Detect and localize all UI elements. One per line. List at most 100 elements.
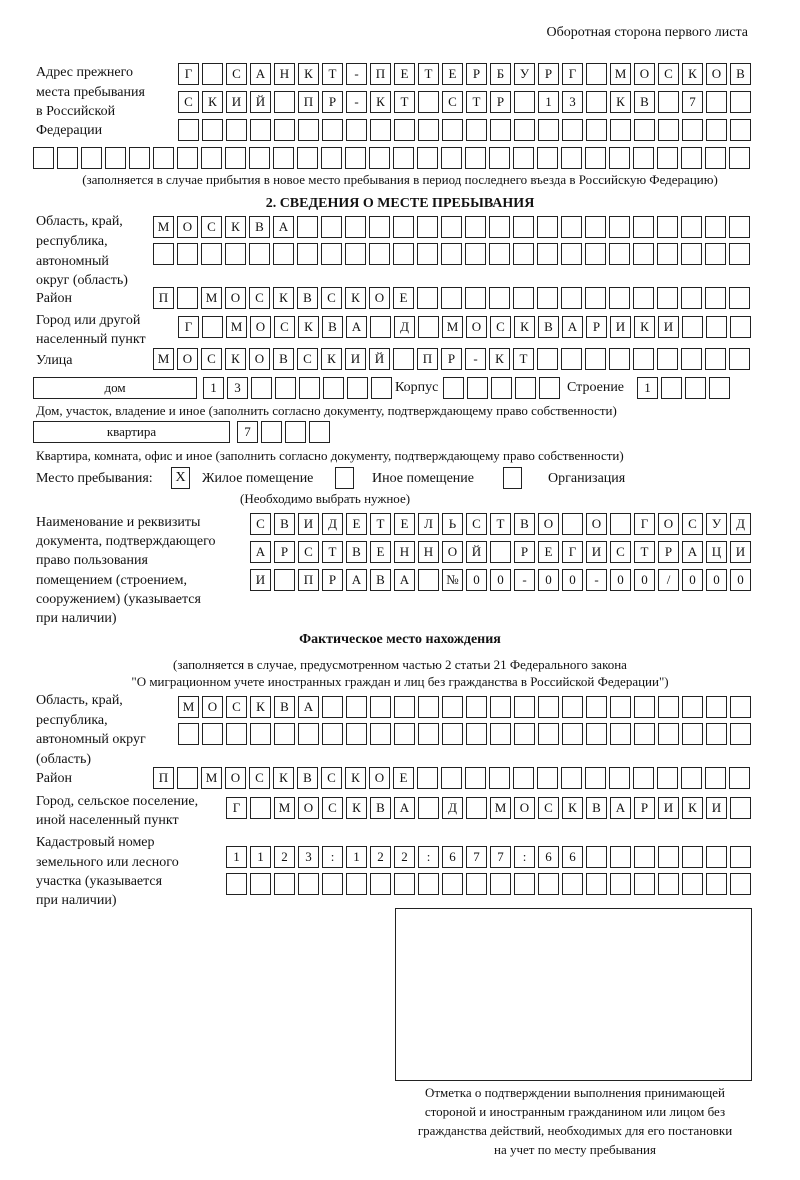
char-cell[interactable] [201, 243, 222, 265]
char-cell[interactable] [177, 147, 198, 169]
char-cell[interactable] [370, 723, 391, 745]
char-cell[interactable] [441, 216, 462, 238]
char-cell[interactable] [202, 316, 223, 338]
char-cell[interactable]: Т [634, 541, 655, 563]
char-cell[interactable]: П [370, 63, 391, 85]
char-cell[interactable]: / [658, 569, 679, 591]
char-cell[interactable]: И [345, 348, 366, 370]
char-cell[interactable]: К [298, 63, 319, 85]
char-cell[interactable] [418, 316, 439, 338]
char-cell[interactable] [634, 696, 655, 718]
char-cell[interactable] [586, 119, 607, 141]
char-cell[interactable]: М [274, 797, 295, 819]
char-cell[interactable]: О [177, 216, 198, 238]
char-cell[interactable]: А [298, 696, 319, 718]
char-cell[interactable] [465, 287, 486, 309]
char-cell[interactable]: - [346, 63, 367, 85]
char-cell[interactable]: : [514, 846, 535, 868]
char-cell[interactable] [610, 873, 631, 895]
char-cell[interactable] [393, 147, 414, 169]
char-cell[interactable]: О [658, 513, 679, 535]
apartment-type-field[interactable]: квартира [33, 421, 230, 443]
char-cell[interactable]: Т [513, 348, 534, 370]
char-cell[interactable]: К [250, 696, 271, 718]
char-cell[interactable] [658, 873, 679, 895]
char-cell[interactable] [417, 287, 438, 309]
char-cell[interactable]: К [634, 316, 655, 338]
char-cell[interactable] [466, 696, 487, 718]
char-cell[interactable]: К [273, 767, 294, 789]
char-cell[interactable] [394, 723, 415, 745]
char-cell[interactable]: О [202, 696, 223, 718]
char-cell[interactable] [418, 696, 439, 718]
char-cell[interactable] [705, 216, 726, 238]
char-cell[interactable]: С [201, 216, 222, 238]
char-cell[interactable] [441, 767, 462, 789]
char-cell[interactable]: - [346, 91, 367, 113]
char-cell[interactable] [274, 873, 295, 895]
char-cell[interactable]: С [538, 797, 559, 819]
char-cell[interactable] [562, 513, 583, 535]
char-cell[interactable] [729, 243, 750, 265]
char-cell[interactable] [729, 287, 750, 309]
char-cell[interactable] [681, 767, 702, 789]
char-cell[interactable]: О [466, 316, 487, 338]
char-cell[interactable]: : [322, 846, 343, 868]
char-cell[interactable] [393, 348, 414, 370]
char-cell[interactable]: К [321, 348, 342, 370]
char-cell[interactable] [153, 147, 174, 169]
char-cell[interactable] [661, 377, 682, 399]
char-cell[interactable]: А [562, 316, 583, 338]
char-cell[interactable]: Т [322, 541, 343, 563]
char-cell[interactable] [513, 216, 534, 238]
char-cell[interactable] [251, 377, 272, 399]
char-cell[interactable] [681, 216, 702, 238]
char-cell[interactable] [274, 569, 295, 591]
char-cell[interactable] [730, 91, 751, 113]
char-cell[interactable]: С [658, 63, 679, 85]
char-cell[interactable]: С [610, 541, 631, 563]
char-cell[interactable] [393, 216, 414, 238]
char-cell[interactable]: В [273, 348, 294, 370]
char-cell[interactable] [417, 216, 438, 238]
char-cell[interactable] [634, 846, 655, 868]
char-cell[interactable] [539, 377, 560, 399]
char-cell[interactable]: И [658, 797, 679, 819]
char-cell[interactable] [226, 723, 247, 745]
char-cell[interactable]: У [706, 513, 727, 535]
char-cell[interactable] [729, 767, 750, 789]
char-cell[interactable] [657, 767, 678, 789]
char-cell[interactable] [610, 513, 631, 535]
char-cell[interactable] [537, 287, 558, 309]
char-cell[interactable] [633, 348, 654, 370]
char-cell[interactable] [418, 91, 439, 113]
char-cell[interactable] [346, 873, 367, 895]
char-cell[interactable]: 1 [538, 91, 559, 113]
char-cell[interactable] [177, 243, 198, 265]
char-cell[interactable]: 0 [538, 569, 559, 591]
char-cell[interactable]: Р [634, 797, 655, 819]
char-cell[interactable] [370, 873, 391, 895]
char-cell[interactable] [370, 316, 391, 338]
char-cell[interactable]: К [202, 91, 223, 113]
char-cell[interactable]: С [274, 316, 295, 338]
char-cell[interactable] [729, 216, 750, 238]
char-cell[interactable] [250, 873, 271, 895]
char-cell[interactable]: К [489, 348, 510, 370]
char-cell[interactable]: И [706, 797, 727, 819]
char-cell[interactable] [561, 767, 582, 789]
char-cell[interactable] [442, 119, 463, 141]
char-cell[interactable]: 3 [562, 91, 583, 113]
char-cell[interactable]: А [682, 541, 703, 563]
char-cell[interactable]: С [442, 91, 463, 113]
char-cell[interactable]: - [514, 569, 535, 591]
char-cell[interactable]: О [538, 513, 559, 535]
char-cell[interactable] [538, 119, 559, 141]
char-cell[interactable]: К [682, 797, 703, 819]
char-cell[interactable] [705, 767, 726, 789]
char-cell[interactable] [706, 846, 727, 868]
char-cell[interactable]: 0 [466, 569, 487, 591]
char-cell[interactable] [261, 421, 282, 443]
char-cell[interactable] [634, 873, 655, 895]
char-cell[interactable]: И [298, 513, 319, 535]
